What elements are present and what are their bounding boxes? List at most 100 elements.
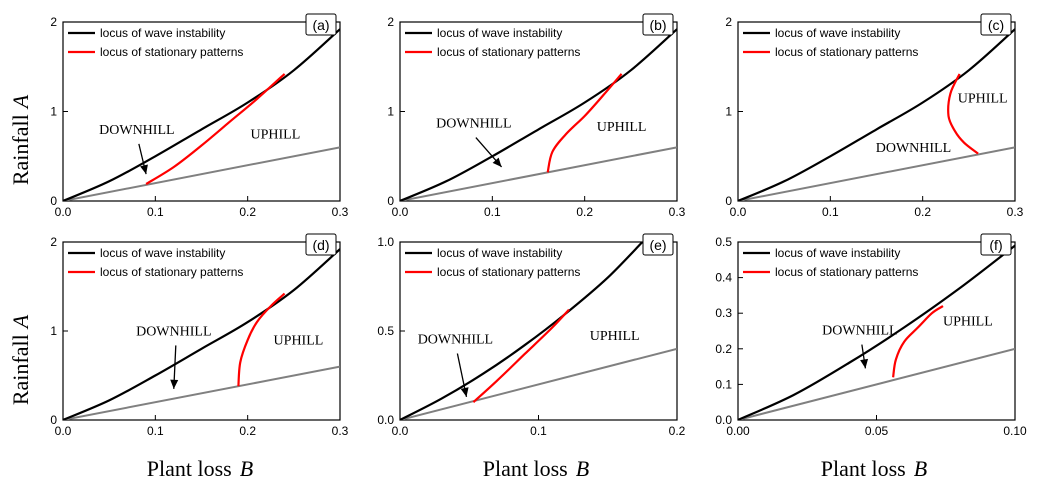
y-tick-label: 1.0 (377, 235, 394, 249)
stationary-patterns-line (237, 292, 286, 387)
stationary-patterns-line (546, 73, 623, 173)
x-axis-label-symbol: B (240, 456, 253, 481)
baseline-line (400, 146, 677, 201)
y-tick-label: 0 (50, 194, 57, 208)
panel-label-text: (a) (312, 17, 329, 33)
x-tick-label: 0.0 (55, 205, 72, 219)
chart-panel: 0.0 0.1 0.2 0.3 0 1 2 locus of wave instability… (387, 13, 686, 219)
y-tick-label: 0.2 (715, 342, 732, 356)
x-axis-label-left: Plant loss B (147, 456, 253, 481)
panel-label: (c) (980, 13, 1012, 36)
legend-label: locus of wave instability (100, 246, 225, 260)
panel-label: (f) (980, 233, 1012, 256)
x-axis-label-text: Plant loss (147, 456, 232, 481)
y-tick-label: 2 (387, 15, 394, 29)
annotation-label: DOWNHILL (136, 324, 211, 339)
baseline-line (63, 365, 340, 420)
legend: locus of wave instability locus of statio… (405, 26, 580, 59)
arrowhead-icon (492, 157, 502, 167)
y-tick-label: 0 (387, 194, 394, 208)
annotation-label: UPHILL (250, 127, 300, 142)
y-tick-label: 1 (725, 105, 732, 119)
panel-label: (d) (305, 233, 337, 256)
series-group (738, 244, 1015, 420)
y-tick-label: 0.0 (377, 413, 394, 427)
legend-label: locus of stationary patterns (100, 265, 243, 279)
y-tick-label: 0.1 (715, 377, 732, 391)
annotation-label: DOWNHILL (822, 324, 897, 339)
y-tick-label: 0.3 (715, 306, 732, 320)
stationary-patterns-line (892, 305, 944, 378)
annotation-label: UPHILL (590, 329, 640, 344)
annotation-label: UPHILL (274, 333, 324, 348)
y-tick-label: 1 (387, 105, 394, 119)
baseline-line (63, 146, 340, 201)
arrowhead-icon (140, 164, 148, 175)
legend-label: locus of stationary patterns (775, 45, 918, 59)
y-tick-label: 0.4 (715, 271, 732, 285)
wave-instability-line (738, 244, 1015, 420)
legend-label: locus of wave instability (437, 246, 562, 260)
chart-panel: 0.0 0.1 0.2 0.3 0 1 2 locus of wave instability… (50, 233, 349, 438)
legend-label: locus of stationary patterns (775, 265, 918, 279)
wave-instability-line (63, 28, 340, 201)
legend: locus of wave instability locus of statio… (68, 26, 243, 59)
y-axis-label-text: Rainfall (8, 114, 33, 185)
x-tick-label: 0.2 (914, 205, 931, 219)
x-axis-label-symbol: B (914, 456, 927, 481)
legend: locus of wave instability locus of statio… (743, 26, 918, 59)
arrowhead-icon (860, 358, 869, 369)
y-tick-label: 0.5 (715, 235, 732, 249)
series-group (63, 28, 340, 201)
series-group (738, 28, 1015, 201)
x-tick-label: 0.10 (1003, 424, 1027, 438)
panel-label-text: (f) (989, 237, 1002, 253)
baseline-line (738, 347, 1015, 420)
stationary-patterns-line (145, 73, 286, 185)
x-tick-label: 0.2 (239, 424, 256, 438)
panel-label-text: (b) (649, 17, 666, 33)
annotation-label: DOWNHILL (876, 141, 951, 156)
panel-label: (a) (305, 13, 337, 36)
x-tick-label: 0.3 (332, 424, 349, 438)
wave-instability-line (63, 248, 340, 420)
arrowhead-icon (460, 387, 469, 397)
y-tick-label: 0 (725, 194, 732, 208)
legend-label: locus of stationary patterns (437, 265, 580, 279)
series-group (63, 248, 340, 420)
y-tick-label: 0 (50, 413, 57, 427)
x-axis-label-text: Plant loss (821, 456, 906, 481)
series-group (400, 242, 677, 420)
panel-label-text: (d) (312, 237, 329, 253)
legend-label: locus of wave instability (775, 246, 900, 260)
x-tick-label: 0.00 (726, 424, 750, 438)
x-tick-label: 0.3 (1007, 205, 1024, 219)
baseline-line (738, 146, 1015, 201)
x-axis-label-text: Plant loss (483, 456, 568, 481)
arrowhead-icon (170, 379, 179, 389)
y-tick-label: 1 (50, 105, 57, 119)
x-axis-label-middle: Plant loss B (483, 456, 589, 481)
legend: locus of wave instability locus of statio… (743, 246, 918, 279)
legend: locus of wave instability locus of statio… (405, 246, 580, 279)
annotation-label: DOWNHILL (418, 332, 493, 347)
chart-panel: 0.0 0.1 0.2 0.3 0 1 2 locus of wave instability… (725, 13, 1024, 219)
chart-panel: 0.00 0.05 0.10 0.0 0.1 0.2 0.3 0.4 0.5 locus of w… (715, 233, 1027, 438)
panel-label: (b) (642, 13, 674, 36)
x-tick-label: 0.0 (730, 205, 747, 219)
x-tick-label: 0.0 (55, 424, 72, 438)
x-tick-label: 0.1 (147, 205, 164, 219)
legend-label: locus of wave instability (437, 26, 562, 40)
y-axis-label-text: Rainfall (8, 334, 33, 405)
y-axis-label-top: Rainfall A (8, 94, 33, 185)
wave-instability-line (400, 28, 677, 201)
annotation-label: UPHILL (943, 315, 993, 330)
x-tick-label: 0.0 (392, 205, 409, 219)
annotation-label: UPHILL (958, 92, 1008, 107)
y-tick-label: 2 (725, 15, 732, 29)
x-tick-label: 0.1 (147, 424, 164, 438)
legend-label: locus of stationary patterns (100, 45, 243, 59)
legend-label: locus of wave instability (775, 26, 900, 40)
legend-label: locus of wave instability (100, 26, 225, 40)
